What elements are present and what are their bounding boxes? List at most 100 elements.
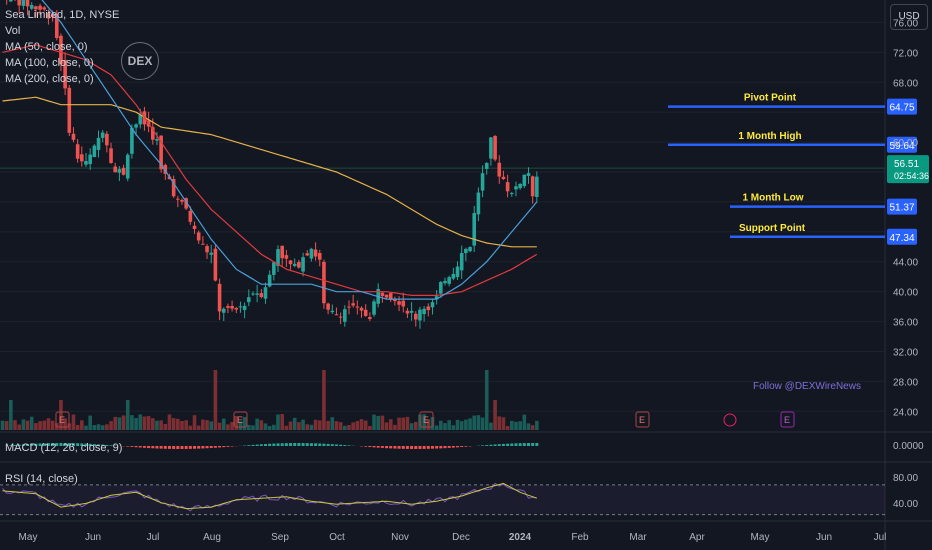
volume-bar — [351, 422, 355, 430]
volume-bar — [535, 420, 539, 430]
earnings-marker — [780, 411, 795, 428]
volume-bar — [217, 422, 222, 430]
macd-histogram-bar — [21, 444, 25, 446]
macd-histogram-bar — [397, 446, 401, 449]
volume-bar — [50, 420, 55, 430]
candle — [280, 245, 284, 259]
candle — [455, 266, 460, 277]
x-tick-label: Aug — [203, 532, 221, 543]
volume-bar — [196, 425, 201, 430]
volume-bar — [9, 400, 13, 430]
level-price: 47.34 — [889, 233, 914, 244]
macd-histogram-bar — [213, 446, 217, 448]
macd-histogram-bar — [510, 443, 514, 446]
candle — [80, 154, 84, 162]
macd-histogram-bar — [180, 446, 184, 449]
volume-bar — [75, 424, 80, 430]
macd-histogram-bar — [30, 443, 34, 446]
macd-histogram-bar — [314, 443, 318, 446]
candle — [447, 277, 451, 284]
macd-histogram-bar — [201, 446, 205, 449]
macd-histogram-bar — [263, 444, 267, 446]
volume-bar — [409, 423, 414, 430]
candle — [63, 60, 67, 89]
volume-bar — [113, 416, 118, 430]
volume-bar — [155, 420, 159, 430]
volume-bar — [514, 421, 518, 430]
candle — [472, 213, 477, 246]
level-price: 51.37 — [889, 203, 914, 214]
volume-bar — [397, 417, 401, 430]
ma200-line — [2, 96, 537, 248]
macd-histogram-bar — [109, 445, 113, 446]
rsi-ma-line — [2, 482, 537, 510]
candle — [9, 0, 13, 2]
candle — [501, 176, 506, 180]
volume-bar — [439, 420, 443, 430]
macd-histogram-bar — [485, 445, 489, 446]
candle — [284, 255, 289, 259]
macd-histogram-bar — [535, 443, 539, 446]
candle — [393, 298, 397, 302]
macd-histogram-bar — [218, 446, 222, 448]
y-tick-label: 32.00 — [893, 347, 918, 358]
y-tick-label: 40.00 — [893, 288, 918, 299]
candle — [343, 309, 347, 322]
candle — [34, 6, 38, 10]
x-tick-label: Dec — [452, 532, 470, 543]
macd-histogram-bar — [531, 443, 535, 446]
macd-histogram-bar — [59, 443, 63, 446]
candle — [221, 308, 226, 313]
volume-bar — [142, 416, 147, 430]
macd-histogram-bar — [443, 446, 447, 449]
volume-bar — [71, 414, 76, 430]
volume-bar — [109, 421, 113, 430]
candle — [46, 13, 51, 19]
macd-histogram-bar — [280, 443, 284, 446]
volume-bar — [238, 421, 243, 430]
candle — [276, 249, 280, 266]
level-label: 1 Month Low — [742, 193, 803, 204]
macd-histogram-bar — [230, 446, 234, 447]
volume-bar — [522, 414, 527, 430]
earnings-marker — [419, 411, 434, 428]
volume-bar — [376, 415, 381, 430]
candle — [184, 198, 188, 209]
volume-bar — [67, 423, 72, 430]
macd-histogram-bar — [26, 444, 30, 446]
macd-histogram-bar — [289, 443, 293, 446]
y-tick-label: 44.00 — [893, 258, 918, 269]
volume-bar — [246, 424, 251, 430]
macd-histogram-bar — [9, 445, 13, 446]
macd-histogram-bar — [172, 446, 176, 449]
event-marker-icon — [723, 413, 737, 427]
candle — [267, 274, 272, 287]
volume-bar — [4, 421, 9, 430]
volume-bar — [21, 419, 26, 430]
volume-bar — [301, 419, 305, 430]
macd-histogram-bar — [372, 446, 376, 448]
volume-bar — [493, 400, 497, 430]
volume-bar — [468, 418, 472, 430]
candle — [259, 293, 264, 298]
candle — [305, 253, 310, 256]
macd-histogram-bar — [151, 446, 155, 449]
x-tick-label: Nov — [391, 532, 409, 543]
volume-bar — [393, 424, 397, 430]
candle — [288, 260, 293, 265]
candle — [138, 114, 143, 125]
candle — [443, 280, 447, 284]
candle — [338, 316, 343, 318]
candle — [439, 282, 443, 294]
level-price-tag — [887, 198, 917, 215]
earnings-marker — [635, 411, 650, 428]
macd-histogram-bar — [84, 443, 88, 446]
volume-bar — [105, 424, 109, 430]
legend-ma100: MA (100, close, 0) — [5, 57, 94, 69]
candle — [326, 303, 330, 310]
volume-bar — [363, 420, 368, 430]
candle — [322, 261, 326, 304]
currency-button[interactable]: USD — [890, 4, 928, 30]
macd-histogram-bar — [301, 443, 305, 446]
